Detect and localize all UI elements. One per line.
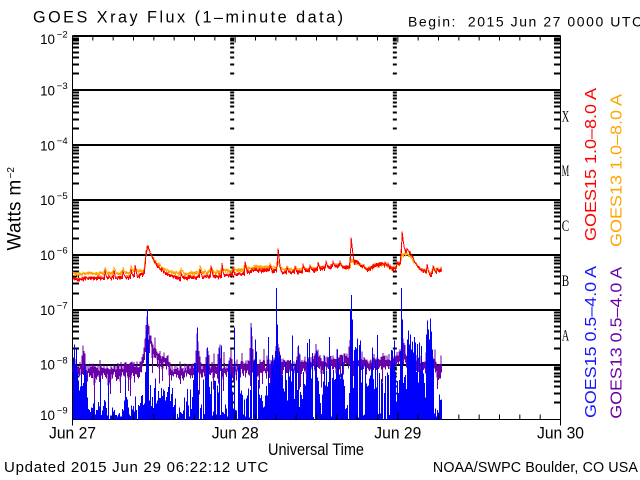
svg-text:−7: −7 bbox=[57, 301, 68, 312]
svg-text:NOAA/SWPC Boulder, CO USA: NOAA/SWPC Boulder, CO USA bbox=[433, 460, 638, 476]
svg-text:GOES15 0.5–4.0 A: GOES15 0.5–4.0 A bbox=[583, 266, 600, 418]
svg-text:A: A bbox=[562, 328, 570, 345]
svg-text:Jun 29: Jun 29 bbox=[374, 425, 421, 443]
svg-text:10: 10 bbox=[40, 408, 55, 423]
svg-text:GOES Xray Flux (1–minute data): GOES Xray Flux (1–minute data) bbox=[33, 9, 346, 27]
svg-text:10: 10 bbox=[40, 138, 55, 153]
svg-text:Jun 27: Jun 27 bbox=[49, 425, 96, 443]
svg-text:Jun 30: Jun 30 bbox=[537, 425, 584, 443]
svg-text:B: B bbox=[562, 273, 569, 290]
svg-text:−2: −2 bbox=[6, 167, 17, 179]
svg-text:10: 10 bbox=[40, 84, 55, 99]
svg-text:Begin: 2015 Jun 27 0000 UTC: Begin: 2015 Jun 27 0000 UTC bbox=[408, 14, 640, 30]
svg-text:−5: −5 bbox=[57, 191, 68, 202]
svg-text:−4: −4 bbox=[57, 136, 68, 147]
svg-text:GOES15 1.0–8.0 A: GOES15 1.0–8.0 A bbox=[583, 88, 600, 241]
svg-text:−9: −9 bbox=[57, 406, 68, 417]
svg-text:−3: −3 bbox=[57, 81, 68, 92]
svg-text:C: C bbox=[562, 218, 569, 235]
svg-text:10: 10 bbox=[40, 358, 55, 373]
svg-text:Universal Time: Universal Time bbox=[268, 441, 364, 459]
svg-text:−8: −8 bbox=[57, 355, 68, 366]
svg-text:Jun 28: Jun 28 bbox=[212, 425, 259, 443]
svg-text:10: 10 bbox=[40, 303, 55, 318]
svg-text:10: 10 bbox=[40, 32, 55, 47]
svg-text:X: X bbox=[562, 108, 570, 125]
svg-text:GOES13 1.0–8.0 A: GOES13 1.0–8.0 A bbox=[608, 94, 625, 247]
svg-text:−6: −6 bbox=[57, 246, 68, 257]
svg-text:GOES13 0.5–4.0 A: GOES13 0.5–4.0 A bbox=[608, 266, 625, 418]
svg-text:10: 10 bbox=[40, 193, 55, 208]
svg-text:M: M bbox=[562, 163, 569, 180]
svg-text:−2: −2 bbox=[57, 30, 68, 41]
svg-text:Updated 2015 Jun 29 06:22:12 U: Updated 2015 Jun 29 06:22:12 UTC bbox=[4, 459, 269, 476]
svg-text:Watts m: Watts m bbox=[5, 179, 26, 250]
svg-text:10: 10 bbox=[40, 248, 55, 263]
